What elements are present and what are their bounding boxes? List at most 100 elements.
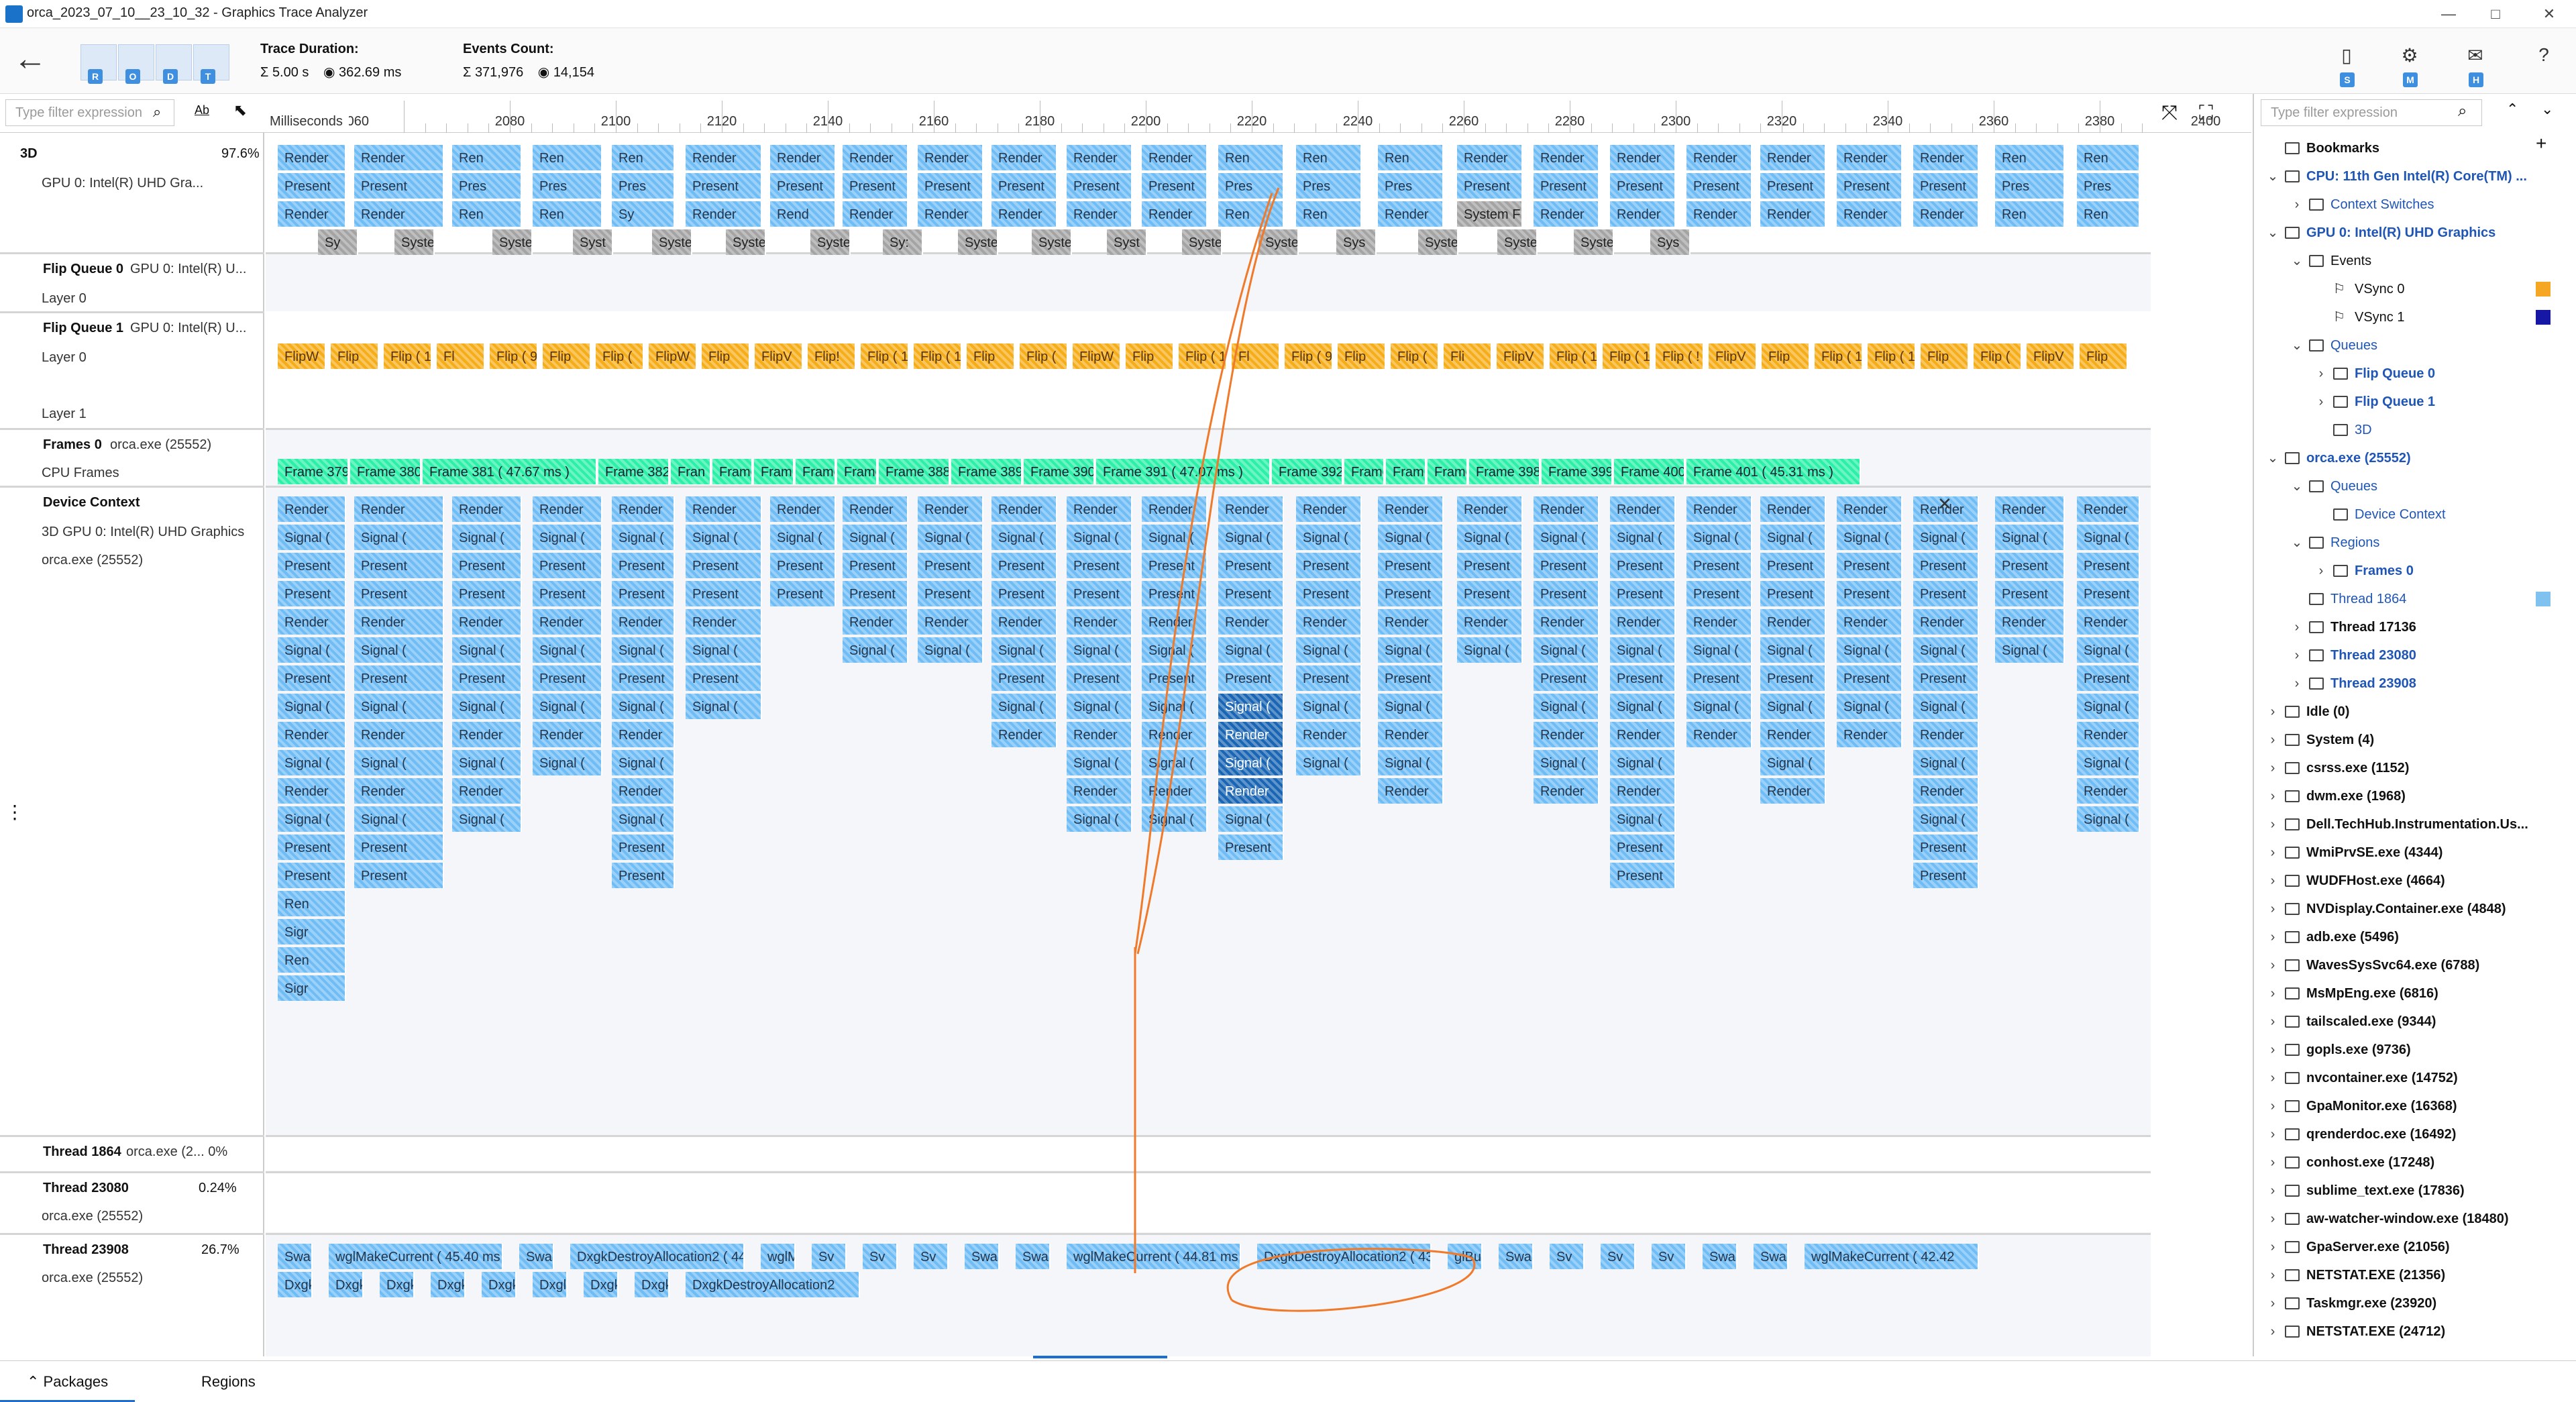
- search-icon[interactable]: ⌕: [153, 103, 162, 120]
- event-block[interactable]: Signal (: [991, 694, 1057, 719]
- event-block[interactable]: System: [394, 229, 435, 255]
- event-block[interactable]: Present: [1760, 665, 1826, 691]
- tree-item[interactable]: › WmiPrvSE.exe (4344): [2254, 839, 2576, 867]
- event-block[interactable]: Present: [1837, 553, 1902, 578]
- event-block[interactable]: Present: [1913, 863, 1979, 888]
- event-block[interactable]: Flip ( 1C: [1868, 343, 1916, 369]
- event-block[interactable]: FlipV: [1497, 343, 1545, 369]
- event-block[interactable]: Render: [533, 722, 602, 747]
- event-block[interactable]: Present: [1913, 553, 1979, 578]
- event-block[interactable]: Present: [2077, 553, 2140, 578]
- event-block[interactable]: Render: [1760, 201, 1826, 227]
- event-block[interactable]: Present: [991, 581, 1057, 606]
- event-block[interactable]: Present: [1686, 553, 1752, 578]
- event-block[interactable]: Render: [1610, 201, 1676, 227]
- maximize-button[interactable]: □: [2491, 5, 2500, 22]
- event-block[interactable]: Syst: [1107, 229, 1147, 255]
- event-block[interactable]: Present: [452, 665, 522, 691]
- track-flip-queue-1-name[interactable]: Flip Queue 1: [43, 321, 124, 335]
- event-block[interactable]: Frame: [1428, 459, 1468, 484]
- event-block[interactable]: Render: [533, 609, 602, 635]
- chevron-icon[interactable]: ⌄: [2267, 169, 2279, 184]
- event-block[interactable]: DxgkDe: [482, 1272, 517, 1297]
- event-block[interactable]: Present: [918, 581, 983, 606]
- event-block[interactable]: Present: [278, 863, 346, 888]
- event-block[interactable]: Present: [1837, 173, 1902, 199]
- event-block[interactable]: Sv: [1550, 1244, 1585, 1269]
- event-block[interactable]: DxgkPi: [278, 1272, 313, 1297]
- event-block[interactable]: Ren: [1218, 201, 1284, 227]
- event-block[interactable]: Signal (: [1067, 694, 1132, 719]
- event-block[interactable]: Rend: [770, 201, 836, 227]
- event-block[interactable]: Pres: [2077, 173, 2140, 199]
- event-block[interactable]: Render: [1218, 609, 1284, 635]
- event-block[interactable]: Signal (: [612, 525, 675, 550]
- event-block[interactable]: Render: [1913, 778, 1979, 804]
- event-block[interactable]: Render: [843, 145, 908, 170]
- event-block[interactable]: SwapB: [965, 1244, 1000, 1269]
- event-block[interactable]: Present: [1378, 581, 1444, 606]
- event-block[interactable]: Frame 382 (: [598, 459, 669, 484]
- event-block[interactable]: Signal (: [1610, 806, 1676, 832]
- event-block[interactable]: Present: [1218, 834, 1284, 860]
- event-block[interactable]: Ren: [278, 891, 346, 916]
- tree-item[interactable]: › Thread 23908: [2254, 669, 2576, 698]
- event-block[interactable]: wglMakeCurrent ( 44.81 ms ): [1067, 1244, 1241, 1269]
- event-block[interactable]: Render: [1067, 145, 1132, 170]
- event-block[interactable]: Render: [1142, 609, 1208, 635]
- event-block[interactable]: Render: [278, 496, 346, 522]
- event-block[interactable]: Render: [991, 496, 1057, 522]
- event-block[interactable]: Sy:: [883, 229, 923, 255]
- event-block[interactable]: Present: [918, 553, 983, 578]
- event-block[interactable]: Present: [1686, 665, 1752, 691]
- event-block[interactable]: Syste: [1574, 229, 1614, 255]
- event-block[interactable]: Signal (: [1995, 637, 2065, 663]
- tree-item[interactable]: › Dell.TechHub.Instrumentation.Us...: [2254, 810, 2576, 839]
- event-block[interactable]: Render: [686, 609, 762, 635]
- event-block[interactable]: Render: [770, 145, 836, 170]
- event-block[interactable]: SwapB: [1016, 1244, 1051, 1269]
- event-block[interactable]: Present: [1142, 665, 1208, 691]
- event-block[interactable]: Signal (: [1913, 806, 1979, 832]
- event-block[interactable]: Signal (: [2077, 750, 2140, 775]
- track-flip-queue-0-name[interactable]: Flip Queue 0: [43, 262, 124, 276]
- event-block[interactable]: Signal (: [533, 750, 602, 775]
- event-block[interactable]: Signal (: [1378, 750, 1444, 775]
- event-block[interactable]: Render: [1610, 609, 1676, 635]
- event-block[interactable]: Frame 399: [1542, 459, 1613, 484]
- chevron-icon[interactable]: ›: [2270, 1042, 2275, 1057]
- event-block[interactable]: Signal (: [1457, 525, 1523, 550]
- event-block[interactable]: Swa: [1499, 1244, 1534, 1269]
- search-icon[interactable]: ⌕: [2458, 102, 2467, 120]
- event-block[interactable]: Render: [918, 145, 983, 170]
- event-block[interactable]: Render: [1378, 201, 1444, 227]
- event-block[interactable]: Flip: [702, 343, 750, 369]
- chevron-icon[interactable]: ⌄: [2291, 479, 2303, 494]
- event-block[interactable]: Present: [354, 863, 444, 888]
- event-block[interactable]: Signal (: [278, 806, 346, 832]
- event-block[interactable]: Present: [1296, 665, 1362, 691]
- tree-filter-input[interactable]: Type filter expression: [2261, 99, 2482, 126]
- tree-item[interactable]: ⌄ Queues: [2254, 472, 2576, 500]
- event-block[interactable]: Signal (: [991, 637, 1057, 663]
- event-block[interactable]: Render: [1686, 201, 1752, 227]
- event-block[interactable]: Present: [770, 173, 836, 199]
- track-thread-23080-name[interactable]: Thread 23080: [43, 1181, 129, 1195]
- event-block[interactable]: FlipV: [2027, 343, 2075, 369]
- tree-item[interactable]: ⌄ GPU 0: Intel(R) UHD Graphics: [2254, 219, 2576, 247]
- event-block[interactable]: Present: [1610, 834, 1676, 860]
- event-block[interactable]: Signal (: [770, 525, 836, 550]
- event-block[interactable]: Render: [1378, 609, 1444, 635]
- event-block[interactable]: Render: [452, 496, 522, 522]
- event-block[interactable]: Render: [1067, 722, 1132, 747]
- event-block[interactable]: Frame 390: [1024, 459, 1095, 484]
- close-icon[interactable]: ✕: [1937, 494, 1952, 514]
- event-block[interactable]: Present: [278, 834, 346, 860]
- event-block[interactable]: Present: [1142, 173, 1208, 199]
- chevron-icon[interactable]: ›: [2270, 1268, 2275, 1283]
- event-block[interactable]: Flip (: [1974, 343, 2022, 369]
- event-block[interactable]: Render: [1457, 496, 1523, 522]
- event-block[interactable]: Signal (: [1534, 637, 1599, 663]
- event-block[interactable]: Present: [612, 581, 675, 606]
- chevron-icon[interactable]: ›: [2270, 902, 2275, 916]
